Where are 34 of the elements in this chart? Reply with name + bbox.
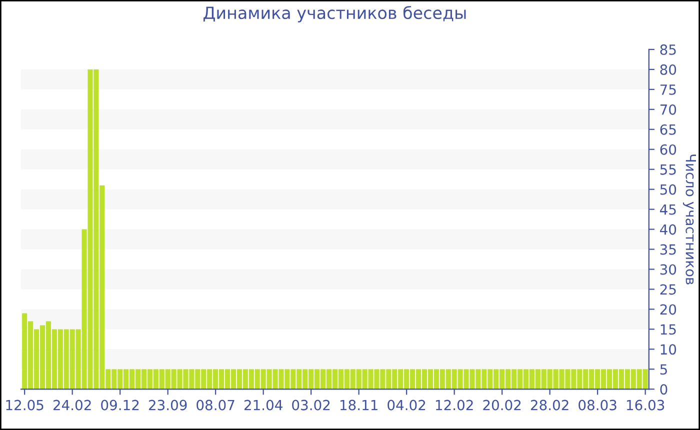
x-tick-label: 18.11 [340,400,378,410]
y-tick-label: 60 [660,144,676,155]
y-tick-label: 65 [660,124,676,135]
x-tick-label: 28.02 [530,400,568,410]
x-tick-label: 23.09 [148,400,187,410]
x-tick-label: 12.05 [6,400,44,410]
y-tick-label: 35 [660,244,676,255]
x-tick-label: 08.07 [196,400,234,410]
y-tick-label: 50 [660,184,676,195]
x-tick-label: 24.02 [53,400,91,410]
y-tick-label: 5 [660,364,667,375]
chart-title: Динамика участников беседы [204,6,466,22]
y-tick-label: 75 [660,84,676,95]
x-tick-label: 04.02 [388,400,426,410]
y-tick-label: 25 [660,284,676,295]
y-tick-label: 55 [660,164,676,175]
y-tick-label: 30 [660,264,676,275]
x-tick-label: 08.03 [578,400,616,410]
x-tick-label: 21.04 [244,400,282,410]
y-tick-label: 80 [660,64,676,75]
y-tick-label: 15 [660,324,676,335]
y-tick-label: 20 [660,304,676,315]
y-tick-label: 0 [660,384,668,395]
y-tick-label: 70 [660,104,676,115]
x-tick-label: 16.03 [626,400,664,410]
y-tick-label: 45 [660,204,676,215]
y-tick-label: 85 [660,44,676,55]
x-tick-label: 12.02 [436,400,473,410]
y-tick-label: 10 [660,344,676,355]
x-tick-label: 20.02 [483,400,521,410]
y-tick-label: 40 [660,224,676,235]
x-tick-label: 03.02 [292,400,330,410]
y-axis-title: Число участников [682,154,696,284]
x-tick-label: 09.12 [101,400,139,410]
